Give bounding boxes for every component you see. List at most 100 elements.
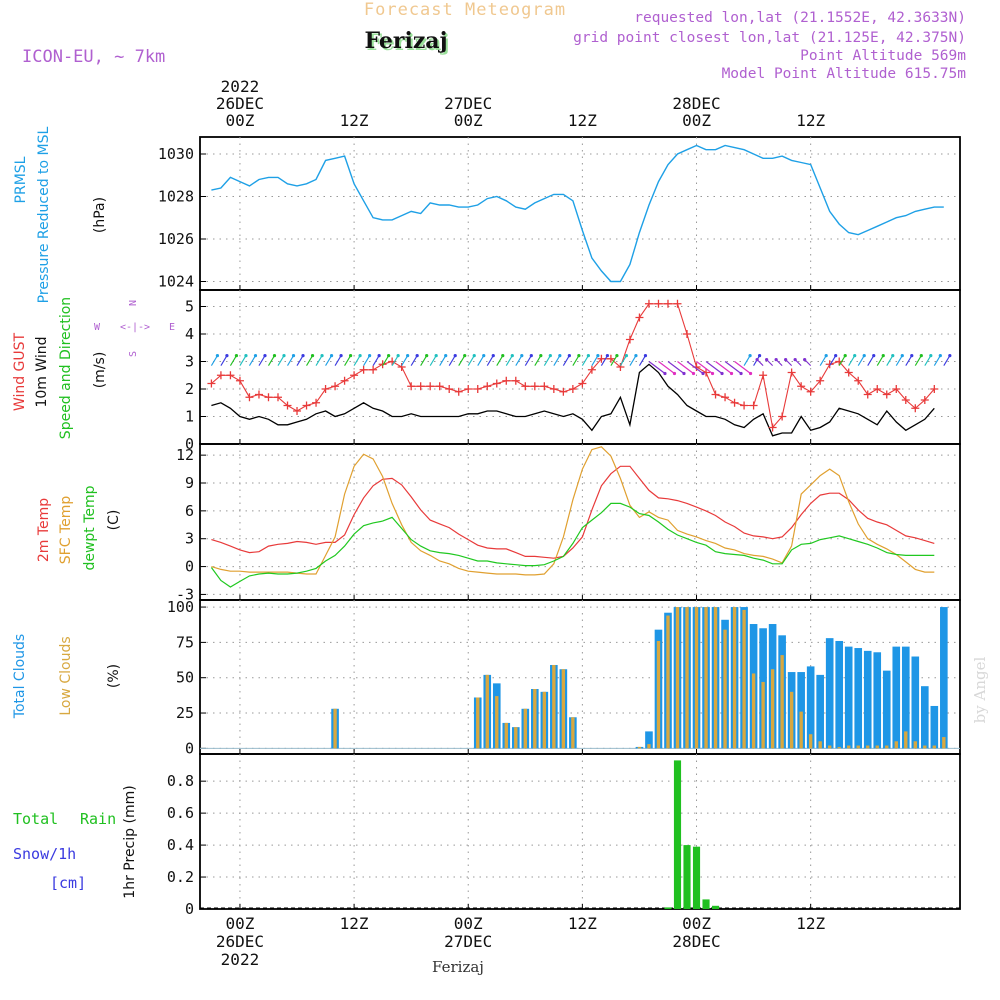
- chart-title: Forecast Meteogram: [364, 0, 566, 20]
- gust-marker: [378, 360, 387, 369]
- wind-arrow: [353, 355, 361, 366]
- wind-arrow: [382, 355, 390, 366]
- wind-arrow: [600, 355, 608, 366]
- wind-arrow: [610, 355, 618, 366]
- gust-marker: [768, 423, 777, 432]
- total-cloud-bar: [901, 646, 910, 749]
- wind-arrow: [344, 355, 352, 366]
- gust-marker: [350, 371, 359, 380]
- gust-marker: [920, 396, 929, 404]
- low-cloud-bar: [904, 731, 908, 749]
- wind-arrow-head: [453, 354, 457, 358]
- time-bottom-label: 00Z: [225, 914, 254, 933]
- wind-arrow-head: [891, 354, 895, 358]
- total-cloud-bar: [863, 650, 872, 749]
- gust-marker: [606, 354, 615, 363]
- dewpt-line: [210, 502, 935, 588]
- gust-marker: [625, 335, 634, 344]
- wind-ytick-label: 1: [185, 408, 194, 426]
- pressure-frame: [199, 136, 961, 291]
- time-top-label: 00Z: [225, 111, 254, 130]
- wind-arrow: [562, 355, 570, 366]
- low-cloud-bar: [837, 746, 841, 749]
- total-cloud-bar: [882, 670, 891, 749]
- wind-arrow-head: [253, 354, 258, 358]
- wind-arrow: [629, 355, 637, 366]
- wind-arrow-head: [567, 354, 571, 358]
- wind-arrow: [458, 355, 466, 366]
- wind-arrow: [619, 355, 627, 366]
- time-bottom-label: 26DEC: [216, 932, 264, 951]
- rain-bar: [711, 905, 720, 909]
- wind-arrow-head: [586, 354, 590, 358]
- wind-arrow-head: [834, 354, 838, 358]
- wind-arrow: [496, 355, 504, 366]
- time-bottom-label: 2022: [221, 950, 260, 969]
- wind-arrow: [591, 355, 599, 366]
- altitude-label: Point Altitude 569m: [800, 48, 966, 64]
- total-cloud-bar: [940, 607, 948, 749]
- wind-arrow: [658, 361, 675, 374]
- wind-arrow: [743, 355, 751, 366]
- wind-arrow-head: [672, 371, 677, 376]
- gust-marker: [340, 376, 349, 385]
- low-cloud-bar: [666, 615, 670, 749]
- total-cloud-bar: [892, 646, 901, 749]
- wind-arrow-head: [900, 354, 904, 358]
- gust-marker: [578, 379, 587, 388]
- low-cloud-bar: [942, 737, 946, 749]
- compass-rose: N S W E <-|->: [94, 300, 175, 357]
- total-cloud-bar: [873, 652, 882, 749]
- gust-marker: [540, 382, 549, 391]
- wind-arrow: [239, 355, 247, 366]
- gust-marker: [740, 401, 749, 410]
- wind-arrow: [648, 361, 666, 374]
- label-hpa: (hPa): [92, 197, 108, 233]
- low-cloud-bar: [656, 640, 661, 749]
- credit-label: by Angel: [971, 656, 989, 723]
- label-prmsl: PRMSL: [13, 156, 29, 203]
- gust-marker: [216, 371, 225, 380]
- temperature-ytick-label: 3: [185, 530, 194, 548]
- temperature-ytick-label: -3: [176, 585, 194, 603]
- wind-arrow-head: [755, 358, 759, 362]
- gust-marker: [264, 393, 273, 402]
- low-cloud-bar: [828, 745, 832, 749]
- low-cloud-bar: [808, 734, 813, 749]
- total-cloud-bar: [930, 705, 939, 749]
- wind-arrow: [505, 355, 513, 366]
- low-cloud-bar: [799, 711, 803, 749]
- label-dewpt-temp: dewpt Temp: [82, 485, 98, 570]
- wind-arrow-head: [558, 354, 562, 358]
- low-cloud-bar: [542, 691, 547, 749]
- wind-arrow-head: [720, 371, 724, 376]
- low-cloud-bar: [504, 722, 508, 749]
- label-wind-gust: Wind GUST: [12, 332, 28, 411]
- wind-arrow-head: [663, 371, 667, 376]
- wind-arrow-head: [919, 354, 923, 358]
- gust-marker: [844, 368, 853, 377]
- low-cloud-bar: [723, 629, 727, 749]
- wind-arrow-head: [368, 354, 372, 358]
- time-top-label: 27DEC: [444, 94, 492, 113]
- panel-labels: PRMSL Pressure Reduced to MSL (hPa) Wind…: [12, 126, 138, 898]
- label-10m-wind: 10m Wind: [34, 336, 50, 407]
- total-cloud-bar: [797, 672, 805, 749]
- gust-marker: [911, 404, 920, 413]
- panel-temperature: -3 0 3 6 9 12: [176, 443, 961, 603]
- low-cloud-bar: [637, 746, 642, 749]
- gust-marker: [559, 387, 568, 396]
- gust-marker: [435, 382, 444, 391]
- time-bottom-label: 00Z: [682, 914, 711, 933]
- wind-arrow-head: [729, 371, 734, 376]
- label-snow: Snow/1h: [13, 845, 76, 863]
- wind-arrow-head: [853, 354, 857, 358]
- wind-arrow-head: [748, 354, 752, 358]
- wind-arrow-head: [310, 354, 315, 358]
- gust-marker: [397, 363, 406, 371]
- requested-label: requested lon,lat (21.1552E, 42.3633N): [634, 10, 966, 26]
- gust-marker: [445, 385, 454, 393]
- time-top-label: 28DEC: [672, 94, 720, 113]
- low-cloud-bar: [932, 745, 936, 749]
